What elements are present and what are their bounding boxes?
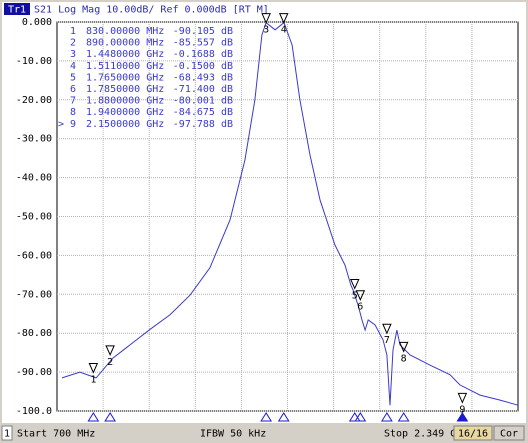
marker-row-label: 7 <box>70 96 76 107</box>
marker-triangle <box>398 341 409 353</box>
stimulus-marker <box>380 412 393 422</box>
marker-triangle <box>349 278 360 290</box>
marker-label: 6 <box>357 302 363 313</box>
marker-label: 8 <box>401 353 407 364</box>
marker-row-label: 6 <box>70 84 76 95</box>
y-tick-label: -70.00 <box>16 289 52 300</box>
marker-row-label: 4 <box>70 61 76 72</box>
marker-row-value: -68.493 dB <box>173 72 233 83</box>
y-tick-label: -50.00 <box>16 212 52 223</box>
marker-row-freq: 1.7850000 GHz <box>86 84 164 95</box>
stimulus-marker <box>456 412 469 422</box>
marker-row-label: 3 <box>70 49 76 60</box>
trace-header: S21 Log Mag 10.00dB/ Ref 0.000dB [RT M] <box>34 5 269 16</box>
marker-triangle <box>105 345 115 357</box>
marker-row-value: -97.788 dB <box>173 119 233 130</box>
marker-triangle <box>355 290 366 301</box>
y-tick-label: -100.0 <box>16 406 52 417</box>
marker-row-freq: 1.7650000 GHz <box>86 72 164 83</box>
marker-row-value: -71.400 dB <box>173 84 233 95</box>
marker-row-freq: 1.5110000 GHz <box>86 61 164 72</box>
y-tick-label: -20.00 <box>16 95 52 106</box>
marker-row-label: 2 <box>70 38 76 49</box>
marker-label: 4 <box>281 25 287 36</box>
stop-freq: Stop 2.349 GHz <box>384 429 468 440</box>
marker-row-freq: 890.00000 MHz <box>86 38 164 49</box>
trace-id: Tr1 <box>8 5 26 16</box>
marker-row-freq: 1.4480000 GHz <box>86 49 164 60</box>
marker-triangle <box>382 323 392 335</box>
cor-box <box>493 425 525 441</box>
y-tick-label: -10.00 <box>16 56 52 67</box>
marker-triangle <box>88 363 99 374</box>
marker-row-freq: 830.00000 MHz <box>86 26 164 37</box>
marker-label: 7 <box>384 335 390 346</box>
sweep-box <box>453 425 493 441</box>
y-tick-label: -30.00 <box>16 134 52 145</box>
marker-row-freq: 1.8800000 GHz <box>86 96 164 107</box>
channel: 1 <box>4 429 10 440</box>
active-prefix: > <box>58 119 64 130</box>
marker-row-label: 9 <box>70 119 76 130</box>
stimulus-marker <box>397 412 410 422</box>
y-tick-label: 0.000 <box>22 17 52 28</box>
marker-row-label: 5 <box>70 72 76 83</box>
marker-label: 9 <box>459 404 465 415</box>
marker-label: 3 <box>263 25 269 36</box>
marker-row-freq: 2.1500000 GHz <box>86 119 164 130</box>
marker-label: 5 <box>352 290 358 301</box>
channel-box <box>1 425 13 441</box>
marker-row-label: 1 <box>70 26 76 37</box>
marker-triangle <box>278 13 289 24</box>
marker-label: 1 <box>90 375 96 386</box>
y-tick-label: -40.00 <box>16 173 52 184</box>
marker-row-label: 8 <box>70 107 76 118</box>
marker-row-freq: 1.9400000 GHz <box>86 107 164 118</box>
ifbw: IFBW 50 kHz <box>200 429 266 440</box>
y-tick-label: -90.00 <box>16 367 52 378</box>
stimulus-marker <box>277 412 290 422</box>
marker-triangle <box>457 392 468 404</box>
marker-row-value: -85.557 dB <box>173 38 233 49</box>
marker-row-value: -0.1500 dB <box>173 61 233 72</box>
y-tick-label: -80.00 <box>16 328 52 339</box>
start-freq: Start 700 MHz <box>17 429 95 440</box>
stimulus-marker <box>104 412 117 422</box>
stimulus-marker <box>87 412 100 422</box>
stimulus-marker <box>260 412 273 422</box>
sweep-count: 16/16 <box>458 429 488 440</box>
stimulus-marker <box>354 412 367 422</box>
trace-badge <box>4 3 30 15</box>
marker-row-value: -84.675 dB <box>173 107 233 118</box>
marker-label: 2 <box>107 357 113 368</box>
y-tick-label: -60.00 <box>16 250 52 261</box>
marker-triangle <box>261 13 271 24</box>
stimulus-marker <box>348 412 361 422</box>
marker-row-value: -80.001 dB <box>173 96 233 107</box>
marker-row-value: -90.105 dB <box>173 26 233 37</box>
marker-row-value: -0.1688 dB <box>173 49 233 60</box>
status-bar <box>0 424 528 443</box>
correction: Cor <box>500 429 518 440</box>
